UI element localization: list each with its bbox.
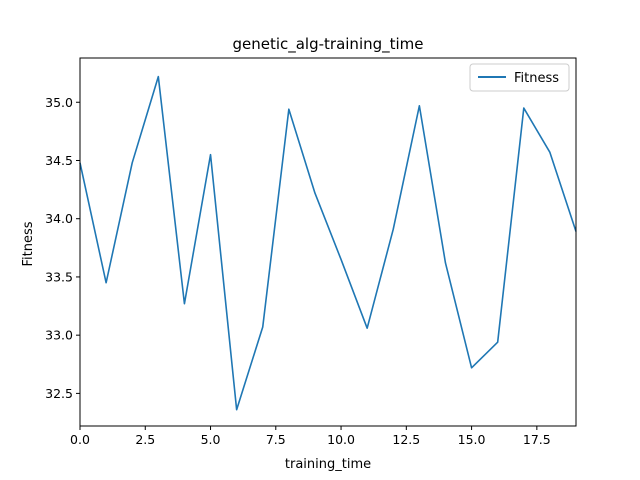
- y-tick-label: 35.0: [45, 95, 73, 110]
- legend-box: [469, 63, 570, 92]
- legend-label: Fitness: [514, 71, 559, 86]
- x-tick-label: 2.5: [135, 432, 155, 447]
- x-tick-label: 5.0: [201, 432, 221, 447]
- y-tick-label: 32.5: [45, 386, 73, 401]
- y-axis-ticks: 32.5 33.0 33.5 34.0 34.5 35.0: [45, 95, 80, 401]
- x-tick-label: 0.0: [70, 432, 90, 447]
- y-tick-label: 34.0: [45, 211, 73, 226]
- legend: Fitness: [469, 63, 570, 92]
- x-axis-label: training_time: [285, 457, 371, 472]
- x-tick-label: 12.5: [392, 432, 420, 447]
- x-tick-label: 10.0: [327, 432, 355, 447]
- x-tick-label: 15.0: [458, 432, 486, 447]
- x-axis-ticks: 0.0 2.5 5.0 7.5 10.0 12.5 15.0 17.5: [70, 426, 551, 447]
- y-tick-label: 33.0: [45, 328, 73, 343]
- y-tick-label: 33.5: [45, 269, 73, 284]
- x-tick-label: 7.5: [266, 432, 286, 447]
- y-axis-label: Fitness: [21, 221, 36, 266]
- x-tick-label: 17.5: [523, 432, 551, 447]
- axes-frame: [79, 57, 577, 427]
- series-line-fitness: [79, 75, 577, 411]
- plot-area: [79, 57, 577, 427]
- y-tick-label: 34.5: [45, 153, 73, 168]
- chart-title: genetic_alg-training_time: [232, 35, 423, 54]
